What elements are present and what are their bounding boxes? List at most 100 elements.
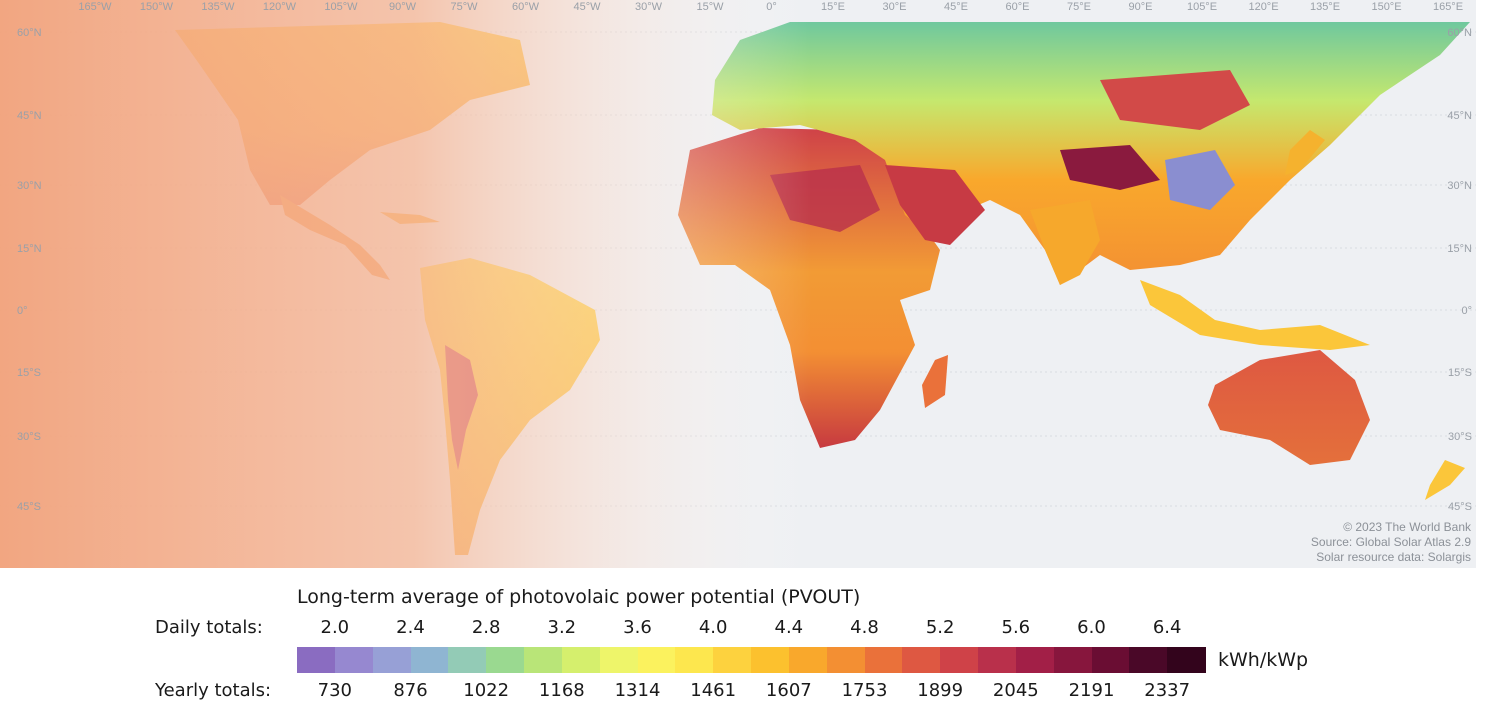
longitude-label: 75°E	[1067, 1, 1091, 13]
legend-swatch	[713, 647, 752, 673]
longitude-label: 120°W	[263, 1, 297, 13]
unit-label: kWh/kWp	[1218, 649, 1309, 671]
longitude-label: 105°E	[1187, 1, 1217, 13]
legend-swatch	[599, 647, 639, 673]
latitude-label-right: 45°S	[1448, 501, 1472, 513]
latitude-label-left: 45°N	[17, 110, 42, 122]
world-map: 165°W 150°W 135°W 120°W 105°W 90°W 75°W 60°W 45°…	[0, 0, 1476, 568]
daily-totals-label: Daily totals:	[155, 617, 263, 638]
legend-panel	[0, 568, 1500, 722]
legend-swatch	[448, 647, 487, 673]
yearly-tick: 1168	[538, 680, 585, 701]
longitude-label: 60°E	[1006, 1, 1030, 13]
latitude-label-right: 0°	[1461, 305, 1472, 317]
longitude-labels: 165°W 150°W 135°W 120°W 105°W 90°W 75°W 60°W 45°…	[78, 1, 1463, 13]
daily-tick: 4.4	[774, 617, 804, 638]
daily-tick: 5.6	[1001, 617, 1031, 638]
latitude-label-right: 15°N	[1447, 243, 1472, 255]
legend-swatch	[902, 647, 941, 673]
yearly-tick: 1461	[690, 680, 737, 701]
legend-swatch	[410, 647, 449, 673]
legend-swatch	[1091, 647, 1130, 673]
latitude-label-left: 15°S	[17, 367, 41, 379]
legend-swatch	[561, 647, 601, 673]
longitude-label: 135°E	[1310, 1, 1340, 13]
yearly-tick: 876	[393, 680, 428, 701]
legend-swatch	[334, 647, 374, 673]
longitude-label: 150°W	[140, 1, 174, 13]
yearly-tick: 1314	[614, 680, 661, 701]
longitude-label: 0°	[766, 1, 777, 13]
daily-tick: 3.2	[547, 617, 577, 638]
latitude-label-left: 60°N	[17, 27, 42, 39]
longitude-label: 150°E	[1371, 1, 1401, 13]
yearly-tick: 1899	[917, 680, 964, 701]
legend-swatch	[1053, 647, 1093, 673]
legend-swatch	[486, 647, 525, 673]
yearly-totals-label: Yearly totals:	[155, 680, 272, 701]
daily-tick: 6.4	[1152, 617, 1182, 638]
latitude-label-right: 15°S	[1448, 367, 1472, 379]
yearly-tick: 1607	[765, 680, 812, 701]
latitude-label-left: 30°S	[17, 431, 41, 443]
longitude-label: 45°W	[573, 1, 601, 13]
daily-tick: 5.2	[925, 617, 955, 638]
legend-swatch	[675, 647, 714, 673]
daily-tick: 4.8	[850, 617, 879, 638]
latitude-label-left: 30°N	[17, 180, 42, 192]
solar-map: 165°W 150°W 135°W 120°W 105°W 90°W 75°W 60°W 45°…	[0, 0, 1476, 568]
longitude-label: 15°W	[696, 1, 724, 13]
legend-swatch	[826, 647, 866, 673]
yearly-tick: 2337	[1144, 680, 1191, 701]
legend-swatch	[940, 647, 979, 673]
daily-tick: 2.4	[396, 617, 425, 638]
longitude-label: 165°W	[78, 1, 112, 13]
legend-title: Long-term average of photovolaic power p…	[297, 586, 861, 608]
longitude-label: 75°W	[450, 1, 478, 13]
legend-swatch	[788, 647, 828, 673]
yearly-tick: 1022	[463, 680, 510, 701]
longitude-label: 60°W	[512, 1, 540, 13]
longitude-label: 90°W	[389, 1, 417, 13]
legend-swatch	[978, 647, 1017, 673]
latitude-label-right: 30°N	[1447, 180, 1472, 192]
longitude-label: 90°E	[1129, 1, 1153, 13]
longitude-label: 135°W	[201, 1, 235, 13]
legend-swatch	[751, 647, 790, 673]
latitude-labels-left: 60°N 45°N 30°N 15°N 0° 15°S 30°S 45°S	[17, 27, 42, 513]
credit-line: Solar resource data: Solargis	[1316, 550, 1471, 564]
latitude-label-right: 30°S	[1448, 431, 1472, 443]
legend-swatch	[864, 647, 903, 673]
legend-swatch	[1015, 647, 1055, 673]
latitude-labels-right: 60°N 45°N 30°N 15°N 0° 15°S 30°S 45°S	[1447, 27, 1472, 513]
daily-tick: 4.0	[698, 617, 728, 638]
yearly-tick: 2045	[992, 680, 1039, 701]
longitude-label: 165°E	[1433, 1, 1463, 13]
yearly-tick: 730	[317, 680, 352, 701]
credit-line: Source: Global Solar Atlas 2.9	[1311, 535, 1471, 549]
longitude-label: 30°E	[883, 1, 907, 13]
legend-swatch	[297, 647, 336, 673]
longitude-label: 120°E	[1248, 1, 1278, 13]
daily-tick: 3.6	[623, 617, 652, 638]
yearly-tick: 2191	[1068, 680, 1115, 701]
longitude-label: 15°E	[821, 1, 845, 13]
daily-tick: 2.0	[320, 617, 350, 638]
longitude-label: 45°E	[944, 1, 968, 13]
legend-swatch	[524, 647, 563, 673]
latitude-label-right: 60°N	[1447, 27, 1472, 39]
latitude-label-left: 0°	[17, 305, 28, 317]
daily-tick: 2.8	[471, 617, 501, 638]
map-fade-overlay	[0, 0, 1476, 568]
longitude-label: 30°W	[635, 1, 663, 13]
legend-swatch	[372, 647, 412, 673]
yearly-tick: 1753	[841, 680, 888, 701]
latitude-label-right: 45°N	[1447, 110, 1472, 122]
longitude-label: 105°W	[324, 1, 358, 13]
credit-line: © 2023 The World Bank	[1343, 520, 1472, 534]
legend-swatch	[1129, 647, 1168, 673]
daily-tick: 6.0	[1077, 617, 1106, 638]
legend-swatch	[637, 647, 676, 673]
latitude-label-left: 15°N	[17, 243, 42, 255]
